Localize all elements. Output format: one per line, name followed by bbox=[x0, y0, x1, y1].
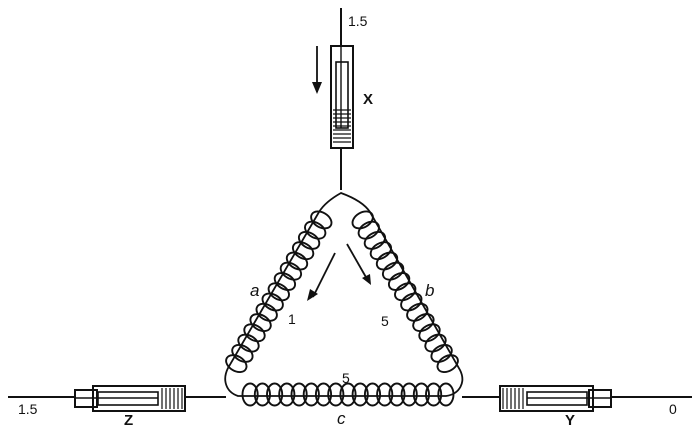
coil-turn bbox=[241, 382, 259, 407]
coil-turn bbox=[279, 261, 303, 281]
coil-turn bbox=[266, 382, 284, 407]
coil-turn bbox=[376, 382, 394, 407]
coil-turn bbox=[327, 382, 345, 407]
coil-turn bbox=[424, 333, 447, 353]
spring-a-label: a bbox=[250, 281, 259, 300]
coil-turn bbox=[418, 323, 441, 343]
coil-turn bbox=[237, 333, 260, 353]
coil-turn bbox=[425, 382, 443, 407]
coil-turn bbox=[297, 230, 321, 250]
coil-turn bbox=[430, 343, 453, 363]
coil-turn bbox=[285, 251, 309, 271]
cylinder-x-label: X bbox=[363, 91, 373, 108]
coil-turn bbox=[400, 382, 418, 407]
coil-turn bbox=[291, 241, 315, 261]
arrow-a bbox=[307, 252, 336, 301]
coil-turn bbox=[273, 272, 297, 291]
coil-turn bbox=[351, 382, 369, 407]
coil-turn bbox=[351, 210, 374, 230]
spring-b bbox=[351, 210, 459, 374]
arrow-b bbox=[346, 243, 371, 285]
top-value-label: 1.5 bbox=[348, 13, 368, 29]
spring-c-value: 5 bbox=[342, 370, 350, 386]
coil-turn bbox=[278, 382, 296, 407]
coil-turn bbox=[243, 323, 266, 343]
coil-turn bbox=[302, 382, 320, 407]
coil-turn bbox=[375, 251, 399, 271]
coil-turn bbox=[261, 292, 284, 312]
coil-turn bbox=[387, 272, 411, 291]
coil-turn bbox=[225, 354, 248, 374]
coil-turn bbox=[249, 313, 272, 333]
coil-turn bbox=[357, 220, 380, 240]
spring-a-value: 1 bbox=[288, 311, 296, 327]
right-value-label: 0 bbox=[669, 401, 677, 417]
cylinder-y bbox=[499, 385, 612, 412]
coil-turn bbox=[339, 382, 357, 407]
coil-turn bbox=[388, 382, 406, 407]
coil-turn bbox=[394, 282, 417, 302]
coil-turn bbox=[314, 382, 333, 407]
cylinder-x bbox=[330, 45, 354, 149]
coil-turn bbox=[363, 230, 387, 250]
coil-turn bbox=[363, 382, 382, 407]
coil-turn bbox=[412, 313, 435, 333]
spring-b-value: 5 bbox=[381, 313, 389, 329]
spring-b-label: b bbox=[425, 281, 434, 300]
coil-turn bbox=[231, 343, 254, 363]
coil-turn bbox=[381, 261, 405, 281]
down-arrow-x bbox=[312, 46, 322, 94]
cylinder-z-label: Z bbox=[124, 412, 133, 427]
spring-c bbox=[241, 382, 455, 407]
spring-a bbox=[225, 210, 333, 374]
cylinder-z bbox=[74, 385, 186, 412]
coil-turn bbox=[310, 210, 333, 230]
coil-turn bbox=[304, 220, 327, 240]
coil-turn bbox=[437, 382, 455, 407]
coil-turn bbox=[412, 382, 430, 407]
coil-turn bbox=[436, 354, 459, 374]
spring-c-label: c bbox=[337, 409, 346, 427]
left-value-label: 1.5 bbox=[18, 401, 38, 417]
cylinder-y-label: Y bbox=[565, 412, 575, 427]
coil-turn bbox=[400, 292, 423, 312]
coil-turn bbox=[406, 302, 429, 322]
coil-turn bbox=[290, 382, 308, 407]
coil-turn bbox=[253, 382, 271, 407]
triangle-frame bbox=[224, 192, 464, 397]
coil-turn bbox=[267, 282, 290, 302]
coil-turn bbox=[255, 302, 278, 322]
coil-turn bbox=[369, 241, 393, 261]
